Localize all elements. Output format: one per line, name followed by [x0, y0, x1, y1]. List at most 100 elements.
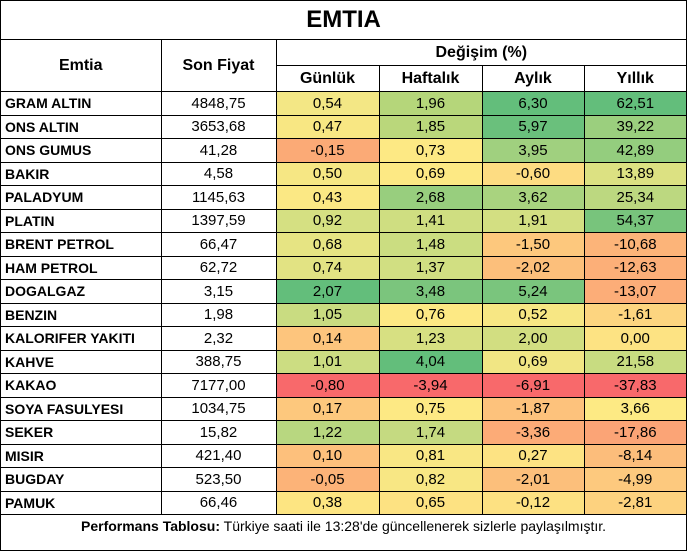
table-row: ONS ALTIN 3653,68 0,47 1,85 5,97 39,22	[1, 114, 687, 139]
monthly-change: 5,24	[481, 279, 585, 304]
table-row: BUGDAY 523,50 -0,05 0,82 -2,01 -4,99	[1, 467, 687, 492]
last-price: 3,15	[160, 279, 277, 304]
monthly-change: 3,62	[481, 185, 585, 210]
commodity-name: BAKIR	[1, 161, 162, 186]
daily-change: 0,10	[275, 443, 380, 468]
daily-change: 0,74	[275, 255, 380, 280]
header-price: Son Fiyat	[160, 39, 277, 92]
header-monthly: Aylık	[481, 65, 585, 92]
monthly-change: -6,91	[481, 373, 585, 398]
header-yearly: Yıllık	[583, 65, 687, 92]
commodity-name: ONS ALTIN	[1, 114, 162, 139]
commodity-name: PAMUK	[1, 490, 162, 515]
monthly-change: 3,95	[481, 138, 585, 163]
weekly-change: 1,85	[378, 114, 483, 139]
commodity-name: MISIR	[1, 443, 162, 468]
table-row: MISIR 421,40 0,10 0,81 0,27 -8,14	[1, 443, 687, 468]
last-price: 2,32	[160, 326, 277, 351]
footer-text: Türkiye saati ile 13:28'de güncellenerek…	[220, 518, 607, 534]
commodity-name: ONS GUMUS	[1, 138, 162, 163]
commodity-name: HAM PETROL	[1, 255, 162, 280]
yearly-change: 54,37	[583, 208, 687, 233]
footer-label: Performans Tablosu:	[81, 518, 220, 534]
yearly-change: 42,89	[583, 138, 687, 163]
last-price: 523,50	[160, 467, 277, 492]
weekly-change: 1,48	[378, 232, 483, 257]
yearly-change: 13,89	[583, 161, 687, 186]
weekly-change: 2,68	[378, 185, 483, 210]
weekly-change: 1,41	[378, 208, 483, 233]
table-row: KAKAO 7177,00 -0,80 -3,94 -6,91 -37,83	[1, 373, 687, 398]
daily-change: -0,80	[275, 373, 380, 398]
daily-change: 0,43	[275, 185, 380, 210]
yearly-change: -17,86	[583, 420, 687, 445]
table-row: DOGALGAZ 3,15 2,07 3,48 5,24 -13,07	[1, 279, 687, 304]
footer-note: Performans Tablosu: Türkiye saati ile 13…	[1, 514, 687, 537]
weekly-change: 3,48	[378, 279, 483, 304]
table-row: GRAM ALTIN 4848,75 0,54 1,96 6,30 62,51	[1, 91, 687, 116]
yearly-change: -13,07	[583, 279, 687, 304]
commodity-name: PLATIN	[1, 208, 162, 233]
monthly-change: 0,52	[481, 302, 585, 327]
weekly-change: 0,75	[378, 396, 483, 421]
table-row: BAKIR 4,58 0,50 0,69 -0,60 13,89	[1, 161, 687, 186]
table-title: EMTIA	[1, 1, 687, 40]
commodity-name: KAHVE	[1, 349, 162, 374]
table-row: KALORIFER YAKITI 2,32 0,14 1,23 2,00 0,00	[1, 326, 687, 351]
last-price: 41,28	[160, 138, 277, 163]
last-price: 3653,68	[160, 114, 277, 139]
daily-change: 0,68	[275, 232, 380, 257]
table-row: SOYA FASULYESI 1034,75 0,17 0,75 -1,87 3,66	[1, 396, 687, 421]
yearly-change: -10,68	[583, 232, 687, 257]
last-price: 1145,63	[160, 185, 277, 210]
daily-change: 0,47	[275, 114, 380, 139]
monthly-change: 2,00	[481, 326, 585, 351]
weekly-change: 1,96	[378, 91, 483, 116]
commodity-name: PALADYUM	[1, 185, 162, 210]
yearly-change: -37,83	[583, 373, 687, 398]
monthly-change: -1,50	[481, 232, 585, 257]
yearly-change: 21,58	[583, 349, 687, 374]
commodity-table: EMTIA Emtia Son Fiyat Değişim (%) Günlük…	[1, 1, 687, 537]
daily-change: 0,92	[275, 208, 380, 233]
last-price: 4,58	[160, 161, 277, 186]
last-price: 1034,75	[160, 396, 277, 421]
monthly-change: 0,27	[481, 443, 585, 468]
last-price: 66,47	[160, 232, 277, 257]
table-row: KAHVE 388,75 1,01 4,04 0,69 21,58	[1, 349, 687, 374]
header-change-group: Değişim (%)	[275, 39, 687, 66]
commodity-name: GRAM ALTIN	[1, 91, 162, 116]
monthly-change: -3,36	[481, 420, 585, 445]
yearly-change: -4,99	[583, 467, 687, 492]
commodity-name: KALORIFER YAKITI	[1, 326, 162, 351]
table-row: ONS GUMUS 41,28 -0,15 0,73 3,95 42,89	[1, 138, 687, 163]
table-row: SEKER 15,82 1,22 1,74 -3,36 -17,86	[1, 420, 687, 445]
commodity-name: BRENT PETROL	[1, 232, 162, 257]
daily-change: -0,15	[275, 138, 380, 163]
last-price: 421,40	[160, 443, 277, 468]
daily-change: 2,07	[275, 279, 380, 304]
weekly-change: 0,65	[378, 490, 483, 515]
header-name: Emtia	[1, 39, 162, 92]
weekly-change: 4,04	[378, 349, 483, 374]
weekly-change: 1,74	[378, 420, 483, 445]
weekly-change: 0,81	[378, 443, 483, 468]
monthly-change: -0,12	[481, 490, 585, 515]
commodity-name: DOGALGAZ	[1, 279, 162, 304]
commodity-name: SEKER	[1, 420, 162, 445]
yearly-change: 25,34	[583, 185, 687, 210]
commodity-name: KAKAO	[1, 373, 162, 398]
daily-change: 0,17	[275, 396, 380, 421]
last-price: 4848,75	[160, 91, 277, 116]
daily-change: 1,05	[275, 302, 380, 327]
monthly-change: -1,87	[481, 396, 585, 421]
table-row: HAM PETROL 62,72 0,74 1,37 -2,02 -12,63	[1, 255, 687, 280]
weekly-change: 0,69	[378, 161, 483, 186]
table-row: BRENT PETROL 66,47 0,68 1,48 -1,50 -10,68	[1, 232, 687, 257]
weekly-change: 1,37	[378, 255, 483, 280]
daily-change: -0,05	[275, 467, 380, 492]
yearly-change: 3,66	[583, 396, 687, 421]
header-weekly: Haftalık	[378, 65, 483, 92]
daily-change: 0,50	[275, 161, 380, 186]
